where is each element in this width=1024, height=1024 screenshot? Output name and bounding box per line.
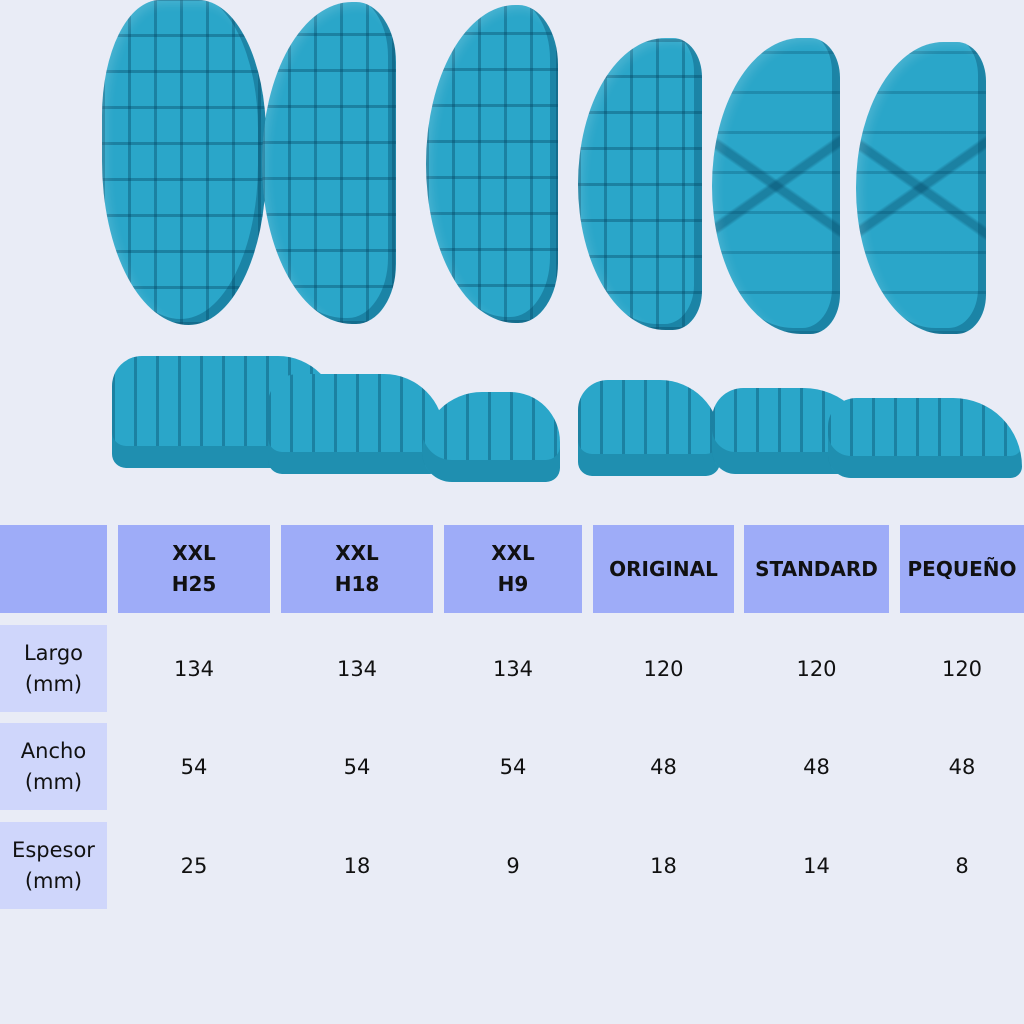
header-original: ORIGINAL: [593, 525, 734, 613]
table-cell: 134: [492, 656, 534, 681]
table-cell: 120: [796, 656, 837, 681]
table-cell: 54: [499, 754, 527, 779]
header-xxl-h25: XXL H25: [118, 525, 270, 613]
table-cell: 134: [336, 656, 378, 681]
header-pequeno: PEQUEÑO: [900, 525, 1024, 613]
table-cell: 134: [173, 656, 215, 681]
table-cell: 14: [803, 853, 830, 878]
sole-xxl-h18-top: [262, 2, 396, 324]
table-cell: 120: [941, 656, 983, 681]
sole-xxl-h9-side: [422, 392, 560, 482]
row-label: Ancho (mm): [0, 723, 107, 810]
header-xxl-h18: XXL H18: [281, 525, 433, 613]
table-cell: 120: [643, 656, 684, 681]
sole-pequeno-top: [856, 42, 986, 334]
table-cell: 25: [180, 853, 208, 878]
sole-standard-top: [712, 38, 840, 334]
table-cell: 8: [955, 853, 969, 878]
table-cell: 48: [948, 754, 976, 779]
header-xxl-h9: XXL H9: [444, 525, 582, 613]
table-cell: 48: [650, 754, 677, 779]
sole-xxl-h25-top: [102, 0, 266, 325]
row-label: Largo (mm): [0, 625, 107, 712]
sole-original-top: [578, 38, 702, 330]
table-cell: 54: [343, 754, 371, 779]
table-cell: 54: [180, 754, 208, 779]
table-cell: 18: [343, 853, 371, 878]
table-cell: 48: [803, 754, 830, 779]
sole-original-side: [578, 380, 720, 476]
sole-xxl-h18-side: [268, 374, 444, 474]
row-label: Espesor (mm): [0, 822, 107, 909]
table-cell: 9: [506, 853, 520, 878]
header-standard: STANDARD: [744, 525, 889, 613]
table-cell: 18: [650, 853, 677, 878]
sole-xxl-h9-top: [426, 5, 558, 323]
sole-pequeno-side: [828, 398, 1022, 478]
corner-cell: [0, 525, 107, 613]
